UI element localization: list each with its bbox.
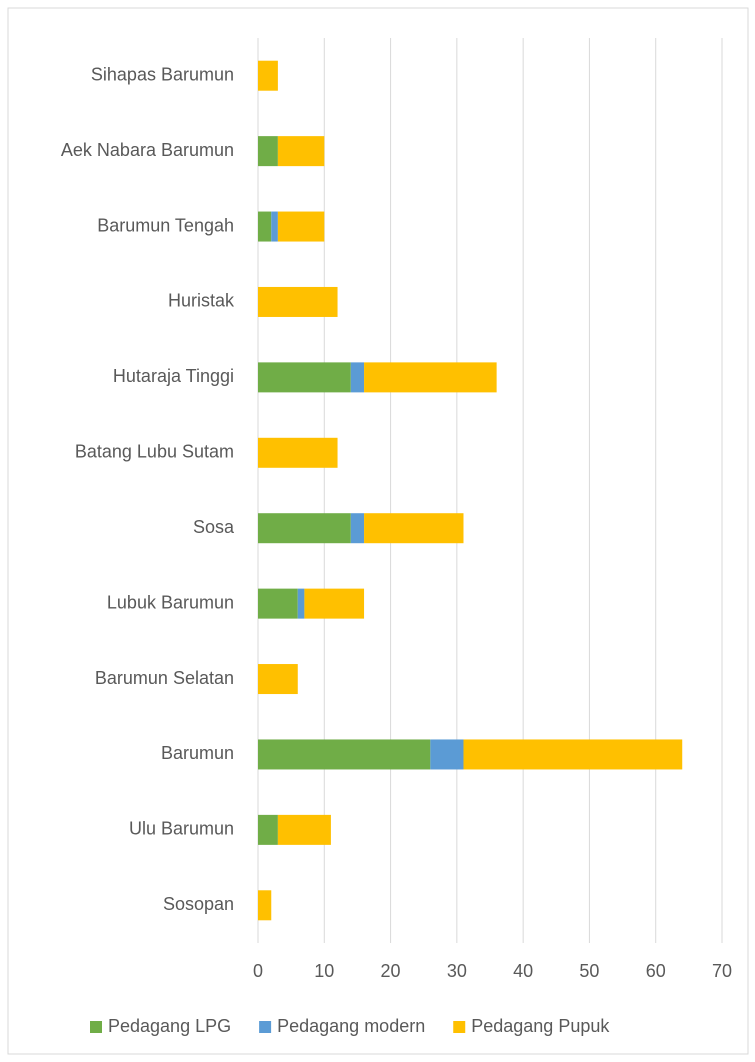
bar-segment	[258, 814, 278, 845]
bar-segment	[258, 60, 278, 91]
x-tick-label: 0	[253, 961, 263, 981]
bar-segment	[271, 211, 278, 242]
y-tick-label: Barumun Selatan	[95, 668, 234, 688]
y-tick-label: Hutaraja Tinggi	[113, 366, 234, 386]
y-tick-label: Barumun Tengah	[97, 215, 234, 235]
x-tick-label: 60	[646, 961, 666, 981]
y-tick-label: Batang Lubu Sutam	[75, 442, 234, 462]
legend-label: Pedagang Pupuk	[471, 1016, 610, 1036]
bar-segment	[258, 437, 338, 468]
legend-label: Pedagang LPG	[108, 1016, 231, 1036]
bar-segment	[277, 211, 325, 242]
bar-segment	[258, 739, 431, 770]
x-tick-label: 70	[712, 961, 732, 981]
bar-segment	[258, 362, 351, 393]
bar-segment	[277, 814, 331, 845]
legend-swatch	[259, 1021, 272, 1033]
bar-segment	[258, 211, 272, 242]
legend-swatch	[90, 1021, 102, 1033]
bar-segment	[463, 739, 683, 770]
y-tick-label: Ulu Barumun	[129, 819, 234, 839]
bar-segment	[364, 362, 497, 393]
x-tick-label: 40	[513, 961, 533, 981]
bar-segment	[277, 136, 325, 167]
bar-segment	[258, 890, 272, 921]
y-tick-label: Aek Nabara Barumun	[61, 140, 234, 160]
y-tick-label: Sosa	[193, 517, 235, 537]
bar-segment	[350, 513, 365, 544]
bar-segment	[258, 286, 338, 317]
y-tick-label: Lubuk Barumun	[107, 592, 234, 612]
x-tick-label: 50	[579, 961, 599, 981]
legend-label: Pedagang modern	[277, 1016, 425, 1036]
bar-segment	[258, 136, 278, 167]
bar-segment	[364, 513, 464, 544]
y-tick-label: Huristak	[168, 291, 235, 311]
bar-segment	[350, 362, 365, 393]
bar-segment	[258, 664, 298, 695]
x-tick-label: 10	[314, 961, 334, 981]
bar-segment	[258, 588, 298, 619]
legend-swatch	[453, 1021, 466, 1033]
y-tick-label: Sosopan	[163, 894, 234, 914]
bar-segment	[297, 588, 305, 619]
bar-segment	[430, 739, 464, 770]
y-tick-label: Sihapas Barumun	[91, 64, 234, 84]
y-tick-label: Barumun	[161, 743, 234, 763]
bar-segment	[304, 588, 365, 619]
x-tick-label: 30	[447, 961, 467, 981]
x-tick-label: 20	[381, 961, 401, 981]
bar-segment	[258, 513, 351, 544]
